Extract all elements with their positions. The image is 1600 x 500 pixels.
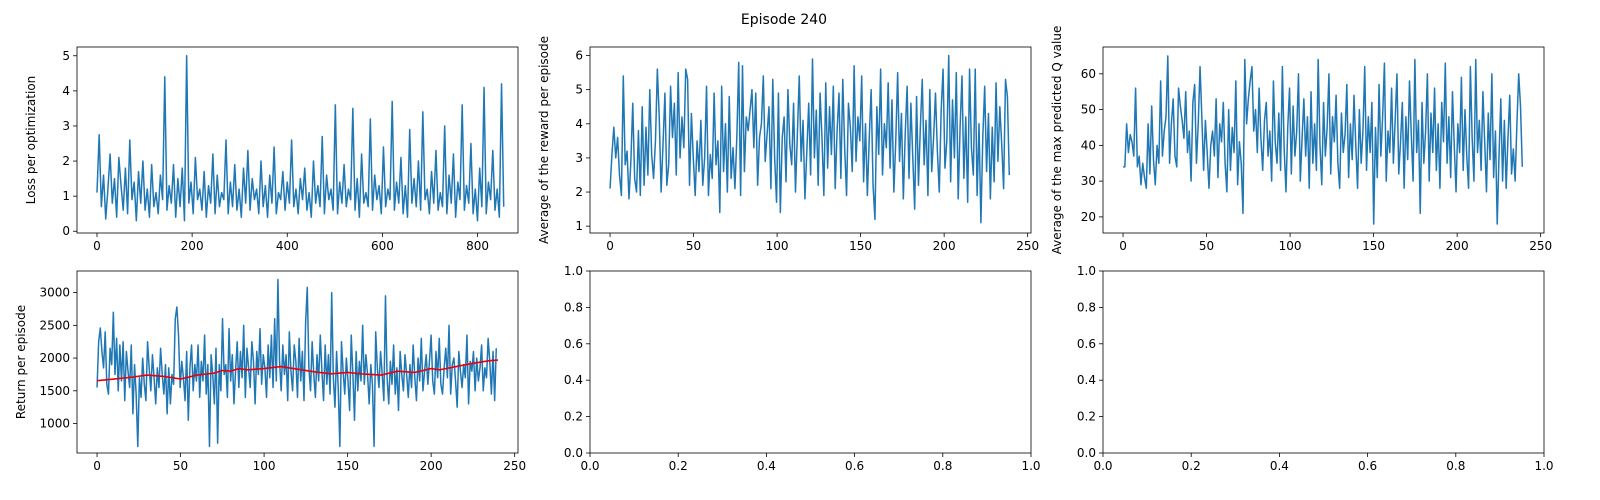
return-subplot: 0 50 100 150 200 250 1000 1500 2000 2500 3000 Retur…: [14, 270, 526, 473]
y-tick-label: 5: [575, 83, 583, 97]
y-tick-label: 1.0: [564, 264, 583, 278]
x-tick-label: 50: [686, 239, 701, 253]
y-tick-label: 5: [62, 49, 70, 63]
x-tick-label: 250: [1016, 239, 1039, 253]
x-tick-label: 150: [849, 239, 872, 253]
empty-subplot-right: 0.0 0.2 0.4 0.6 0.8 1.0 0.0 0.2 0.4 0.6 0.8 1.0: [1077, 264, 1554, 473]
y-tick-label: 2: [575, 185, 583, 199]
y-axis-label: Loss per optimization: [24, 76, 38, 205]
x-tick-label: 50: [1199, 239, 1214, 253]
y-tick-label: 3000: [39, 286, 70, 300]
y-tick-label: 3: [575, 151, 583, 165]
y-tick-label: 2000: [39, 351, 70, 365]
x-tick-label: 0.4: [757, 459, 776, 473]
x-tick-label: 100: [253, 459, 276, 473]
y-tick-label: 1: [575, 219, 583, 233]
y-tick-label: 20: [1081, 210, 1096, 224]
y-axis-label: Average of the max predicted Q value: [1050, 26, 1064, 255]
axes-frame: [76, 46, 519, 234]
y-tick-label: 30: [1081, 174, 1096, 188]
x-tick-label: 0: [1119, 239, 1127, 253]
x-tick-label: 0.6: [845, 459, 864, 473]
x-tick-label: 150: [336, 459, 359, 473]
y-tick-label: 3: [62, 119, 70, 133]
x-tick-label: 0: [93, 459, 101, 473]
y-tick-label: 2500: [39, 318, 70, 332]
series-line: [609, 54, 1011, 224]
y-axis-label: Return per episode: [14, 305, 28, 419]
series-line: [96, 55, 505, 222]
y-tick-label: 0.6: [564, 337, 583, 351]
y-tick-label: 0.0: [564, 446, 583, 460]
x-tick-label: 0.0: [1093, 459, 1112, 473]
x-tick-label: 100: [766, 239, 789, 253]
y-tick-label: 1500: [39, 384, 70, 398]
y-tick-label: 0.6: [1077, 337, 1096, 351]
x-tick-label: 0.8: [933, 459, 952, 473]
y-tick-label: 50: [1081, 103, 1096, 117]
series-line: [96, 278, 498, 448]
series-line: [1123, 55, 1524, 225]
axes-frame: [1102, 270, 1545, 454]
axes-frame: [76, 270, 519, 454]
y-tick-label: 4: [62, 84, 70, 98]
qvalue-subplot: 0 50 100 150 200 250 20 30 40 50 60 Average of the …: [1050, 26, 1552, 255]
y-tick-label: 2: [62, 154, 70, 168]
y-tick-label: 4: [575, 117, 583, 131]
x-tick-label: 0.2: [669, 459, 688, 473]
y-tick-label: 0.0: [1077, 446, 1096, 460]
series-line: [96, 359, 499, 382]
axes-frame: [1102, 46, 1545, 234]
axes-frame: [589, 270, 1032, 454]
empty-subplot-middle: 0.0 0.2 0.4 0.6 0.8 1.0 0.0 0.2 0.4 0.6 0.8 1.0: [564, 264, 1041, 473]
x-tick-label: 250: [1529, 239, 1552, 253]
x-tick-label: 600: [371, 239, 394, 253]
y-tick-label: 1000: [39, 417, 70, 431]
y-tick-label: 0.2: [564, 410, 583, 424]
x-tick-label: 0.6: [1358, 459, 1377, 473]
y-tick-label: 0.2: [1077, 410, 1096, 424]
y-tick-label: 60: [1081, 67, 1096, 81]
x-tick-label: 1.0: [1021, 459, 1040, 473]
x-tick-label: 0.4: [1270, 459, 1289, 473]
x-tick-label: 0: [606, 239, 614, 253]
y-tick-label: 0: [62, 224, 70, 238]
axes-frame: [589, 46, 1032, 234]
x-tick-label: 50: [173, 459, 188, 473]
x-tick-label: 1.0: [1534, 459, 1553, 473]
y-tick-label: 1: [62, 189, 70, 203]
y-tick-label: 0.8: [564, 300, 583, 314]
y-tick-label: 6: [575, 49, 583, 63]
reward-subplot: 0 50 100 150 200 250 1 2 3 4 5 6 Average of the rewa…: [537, 36, 1039, 253]
y-tick-label: 0.4: [564, 373, 583, 387]
y-tick-label: 40: [1081, 138, 1096, 152]
x-tick-label: 200: [1446, 239, 1469, 253]
x-tick-label: 200: [181, 239, 204, 253]
x-tick-label: 0.8: [1446, 459, 1465, 473]
x-tick-label: 0.2: [1182, 459, 1201, 473]
x-tick-label: 100: [1279, 239, 1302, 253]
figure-title: Episode 240: [741, 12, 827, 28]
x-tick-label: 800: [466, 239, 489, 253]
x-tick-label: 250: [503, 459, 526, 473]
y-tick-label: 0.8: [1077, 300, 1096, 314]
y-tick-label: 0.4: [1077, 373, 1096, 387]
y-axis-label: Average of the reward per episode: [537, 36, 551, 244]
x-tick-label: 400: [276, 239, 299, 253]
x-tick-label: 0: [93, 239, 101, 253]
x-tick-label: 200: [933, 239, 956, 253]
x-tick-label: 150: [1362, 239, 1385, 253]
x-tick-label: 0.0: [580, 459, 599, 473]
loss-subplot: 0 200 400 600 800 0 1 2 3 4 5 Loss per optimization: [24, 46, 519, 253]
y-tick-label: 1.0: [1077, 264, 1096, 278]
x-tick-label: 200: [420, 459, 443, 473]
